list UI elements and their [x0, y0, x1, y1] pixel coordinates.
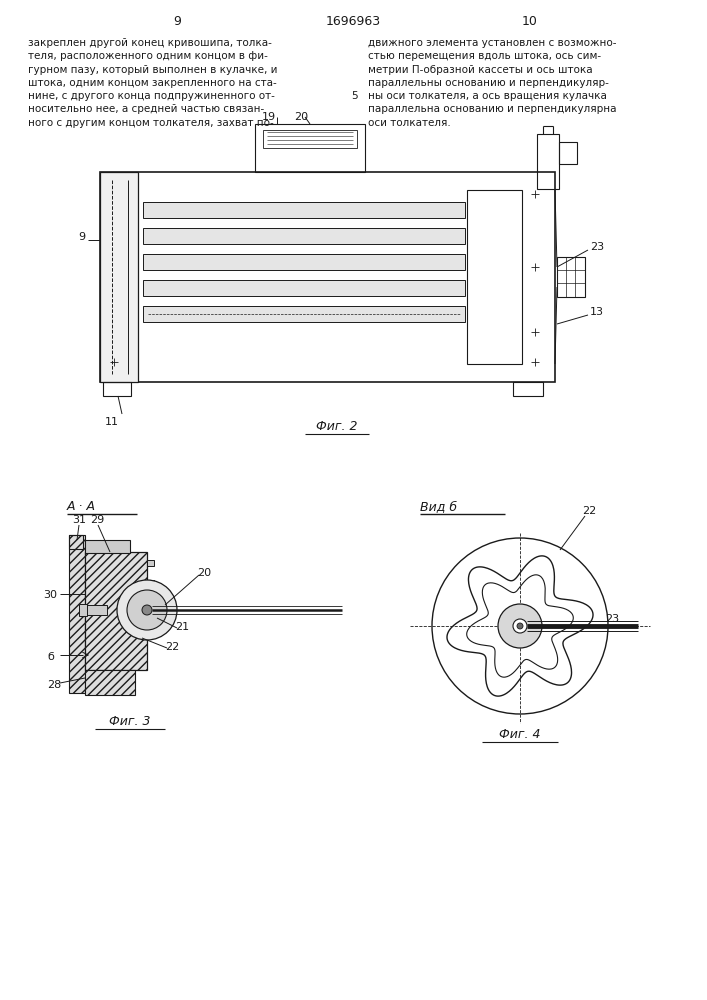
Text: Фиг. 2: Фиг. 2: [316, 420, 358, 433]
Bar: [263, 130, 357, 148]
Text: гурном пазу, который выполнен в кулачке, и: гурном пазу, который выполнен в кулачке,…: [28, 65, 278, 75]
Bar: [143, 254, 465, 270]
Text: закреплен другой конец кривошипа, толка-: закреплен другой конец кривошипа, толка-: [28, 38, 272, 48]
Bar: [79, 604, 87, 616]
Text: ны оси толкателя, а ось вращения кулачка: ны оси толкателя, а ось вращения кулачка: [368, 91, 607, 101]
Text: 29: 29: [90, 515, 104, 525]
Text: метрии П-образной кассеты и ось штока: метрии П-образной кассеты и ось штока: [368, 65, 592, 75]
Text: ного с другим концом толкателя, захват по-: ного с другим концом толкателя, захват п…: [28, 118, 274, 128]
Text: Фиг. 4: Фиг. 4: [499, 728, 541, 741]
Text: теля, расположенного одним концом в фи-: теля, расположенного одним концом в фи-: [28, 51, 268, 61]
Text: 9: 9: [78, 232, 85, 242]
Text: оси толкателя.: оси толкателя.: [368, 118, 451, 128]
Text: 22: 22: [165, 642, 180, 652]
Circle shape: [117, 580, 177, 640]
Text: 13: 13: [590, 307, 604, 317]
Text: Вид б: Вид б: [420, 500, 457, 513]
Bar: [143, 280, 465, 296]
Circle shape: [498, 604, 542, 648]
Text: 21: 21: [175, 622, 189, 632]
Circle shape: [127, 590, 167, 630]
Text: 31: 31: [72, 515, 86, 525]
Text: Фиг. 3: Фиг. 3: [110, 715, 151, 728]
Bar: [85, 605, 107, 615]
Text: 30: 30: [43, 590, 57, 600]
Circle shape: [517, 623, 523, 629]
Bar: [557, 257, 585, 297]
Bar: [69, 535, 83, 549]
Text: стью перемещения вдоль штока, ось сим-: стью перемещения вдоль штока, ось сим-: [368, 51, 601, 61]
Bar: [255, 124, 365, 172]
Text: 19: 19: [262, 112, 276, 122]
Text: 28: 28: [47, 680, 62, 690]
Bar: [147, 580, 154, 586]
Bar: [147, 560, 154, 566]
Bar: [147, 630, 154, 636]
Text: параллельны основанию и перпендикуляр-: параллельны основанию и перпендикуляр-: [368, 78, 609, 88]
Text: 1696963: 1696963: [325, 15, 380, 28]
Bar: [147, 610, 154, 616]
Text: 23: 23: [590, 242, 604, 252]
Text: 20: 20: [197, 568, 211, 578]
Bar: [537, 134, 559, 189]
Text: 23: 23: [605, 614, 619, 624]
Text: 10: 10: [522, 15, 538, 28]
Bar: [85, 540, 130, 553]
Bar: [103, 382, 131, 396]
Text: 20: 20: [294, 112, 308, 122]
Text: нине, с другого конца подпружиненного от-: нине, с другого конца подпружиненного от…: [28, 91, 275, 101]
Bar: [467, 190, 522, 364]
Text: 5: 5: [351, 91, 357, 101]
Text: носительно нее, а средней частью связан-: носительно нее, а средней частью связан-: [28, 104, 264, 114]
Bar: [85, 552, 147, 670]
Bar: [69, 535, 85, 693]
Text: 9: 9: [173, 15, 181, 28]
Bar: [513, 382, 543, 396]
Text: 11: 11: [105, 417, 119, 427]
Bar: [100, 172, 555, 382]
Text: движного элемента установлен с возможно-: движного элемента установлен с возможно-: [368, 38, 617, 48]
Text: параллельна основанию и перпендикулярна: параллельна основанию и перпендикулярна: [368, 104, 617, 114]
Bar: [85, 670, 135, 695]
Text: А · А: А · А: [67, 500, 96, 513]
Bar: [143, 228, 465, 244]
Circle shape: [142, 605, 152, 615]
Bar: [100, 172, 138, 382]
Text: б: б: [47, 652, 54, 662]
Bar: [143, 202, 465, 218]
Bar: [559, 142, 577, 164]
Text: 22: 22: [582, 506, 596, 516]
Circle shape: [513, 619, 527, 633]
Text: штока, одним концом закрепленного на ста-: штока, одним концом закрепленного на ста…: [28, 78, 276, 88]
Bar: [143, 306, 465, 322]
